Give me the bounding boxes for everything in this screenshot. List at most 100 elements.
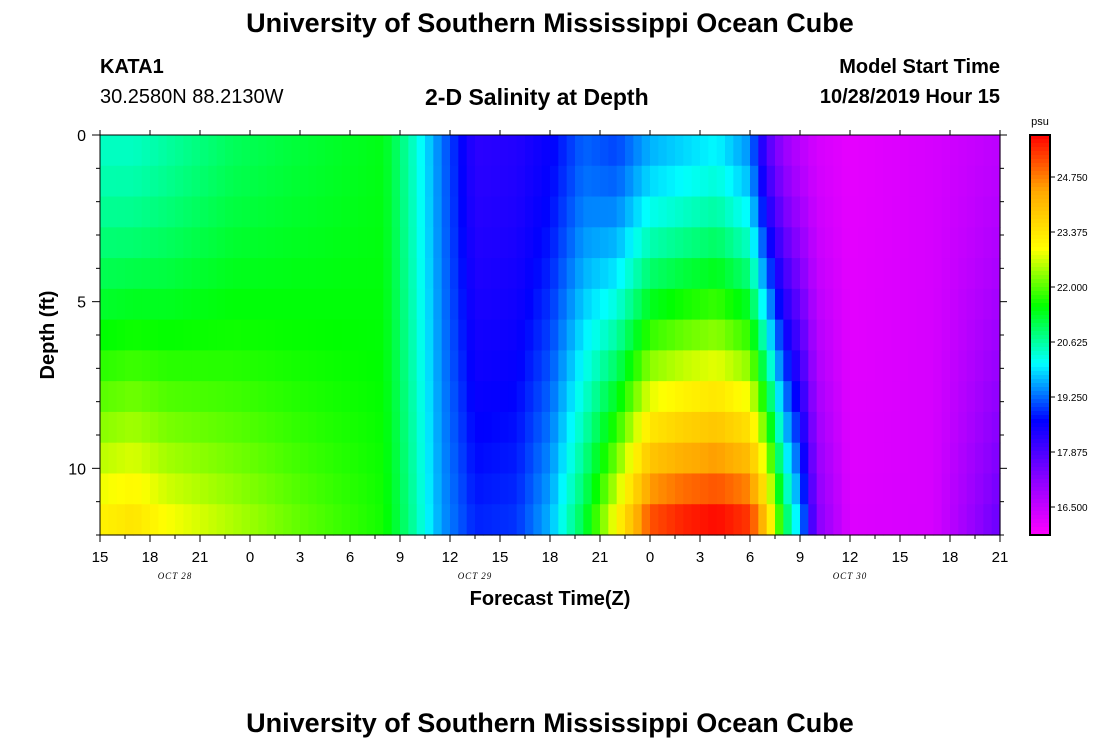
- heatmap-cell: [241, 350, 251, 382]
- chart-title-top: University of Southern Mississippi Ocean…: [246, 8, 854, 38]
- heatmap-cell: [475, 411, 484, 444]
- heatmap-cell: [175, 227, 184, 259]
- heatmap-cell: [975, 504, 984, 536]
- heatmap-cell: [425, 411, 434, 444]
- chart-subtitle: 2-D Salinity at Depth: [425, 84, 649, 110]
- heatmap-cell: [183, 350, 193, 382]
- heatmap-cell: [416, 258, 426, 290]
- heatmap-cell: [975, 165, 984, 198]
- heatmap-cell: [250, 350, 259, 382]
- heatmap-cell: [991, 381, 1001, 413]
- heatmap-cell: [233, 288, 243, 321]
- heatmap-cell: [991, 227, 1001, 259]
- heatmap-cell: [850, 473, 859, 505]
- heatmap-cell: [550, 319, 559, 351]
- heatmap-cell: [125, 227, 134, 259]
- y-tick-label: 10: [68, 461, 86, 478]
- heatmap-cell: [591, 196, 601, 228]
- heatmap-cell: [950, 411, 959, 444]
- heatmap-cell: [791, 196, 801, 228]
- heatmap-cell: [491, 258, 501, 290]
- heatmap-cell: [875, 319, 884, 351]
- heatmap-cell: [416, 135, 426, 167]
- heatmap-cell: [366, 381, 376, 413]
- heatmap-cell: [333, 227, 343, 259]
- heatmap-cell: [975, 135, 984, 167]
- heatmap-cell: [383, 473, 393, 505]
- heatmap-cell: [950, 381, 959, 413]
- heatmap-cell: [616, 504, 626, 536]
- heatmap-cell: [633, 504, 643, 536]
- colorbar-segment: [1030, 231, 1050, 236]
- heatmap-cell: [166, 411, 176, 444]
- heatmap-cell: [541, 473, 551, 505]
- heatmap-cell: [158, 319, 168, 351]
- heatmap-cell: [400, 196, 409, 228]
- heatmap-cell: [641, 165, 651, 198]
- heatmap-cell: [108, 381, 118, 413]
- heatmap-cell: [125, 381, 134, 413]
- heatmap-cell: [183, 411, 193, 444]
- heatmap-cell: [991, 504, 1001, 536]
- colorbar-segment: [1030, 167, 1050, 172]
- heatmap-cell: [541, 350, 551, 382]
- heatmap-cell: [558, 135, 568, 167]
- heatmap-cell: [141, 196, 151, 228]
- heatmap-cell: [300, 381, 309, 413]
- heatmap-cell: [641, 411, 651, 444]
- heatmap-cell: [725, 135, 734, 167]
- heatmap-cell: [333, 165, 343, 198]
- heatmap-cell: [100, 135, 109, 167]
- heatmap-cell: [141, 350, 151, 382]
- heatmap-cell: [525, 165, 534, 198]
- heatmap-cell: [500, 350, 509, 382]
- heatmap-cell: [725, 350, 734, 382]
- heatmap-cell: [350, 196, 359, 228]
- heatmap-cell: [275, 196, 284, 228]
- heatmap-cell: [941, 411, 951, 444]
- heatmap-cell: [700, 258, 709, 290]
- heatmap-cell: [483, 165, 493, 198]
- heatmap-cell: [675, 473, 684, 505]
- heatmap-cell: [533, 196, 543, 228]
- heatmap-cell: [500, 473, 509, 505]
- heatmap-cell: [150, 258, 159, 290]
- heatmap-cell: [841, 258, 851, 290]
- colorbar-segment: [1030, 159, 1050, 164]
- heatmap-cell: [591, 381, 601, 413]
- colorbar-segment: [1030, 515, 1050, 520]
- heatmap-cell: [566, 381, 576, 413]
- heatmap-cell: [166, 381, 176, 413]
- heatmap-cell: [508, 258, 518, 290]
- heatmap-cell: [158, 381, 168, 413]
- heatmap-cell: [300, 504, 309, 536]
- heatmap-cell: [391, 411, 401, 444]
- heatmap-cell: [141, 227, 151, 259]
- heatmap-cell: [625, 442, 634, 475]
- heatmap-cell: [725, 227, 734, 259]
- heatmap-cell: [233, 135, 243, 167]
- heatmap-cell: [525, 258, 534, 290]
- heatmap-cell: [116, 319, 126, 351]
- heatmap-cell: [908, 473, 918, 505]
- heatmap-cell: [216, 381, 226, 413]
- heatmap-cell: [733, 319, 743, 351]
- y-axis-label: Depth (ft): [37, 291, 59, 380]
- heatmap-cell: [333, 135, 343, 167]
- heatmap-cell: [441, 411, 451, 444]
- heatmap-cell: [516, 258, 526, 290]
- heatmap-cell: [925, 350, 934, 382]
- heatmap-cell: [583, 381, 593, 413]
- heatmap-cell: [775, 411, 784, 444]
- heatmap-cell: [800, 258, 809, 290]
- heatmap-cell: [783, 165, 793, 198]
- heatmap-cell: [683, 258, 693, 290]
- heatmap-cell: [616, 473, 626, 505]
- heatmap-cell: [933, 165, 943, 198]
- heatmap-cell: [358, 258, 368, 290]
- heatmap-cell: [825, 381, 834, 413]
- colorbar-segment: [1030, 359, 1050, 364]
- heatmap-cell: [108, 442, 118, 475]
- heatmap-cell: [825, 504, 834, 536]
- colorbar-segment: [1030, 391, 1050, 396]
